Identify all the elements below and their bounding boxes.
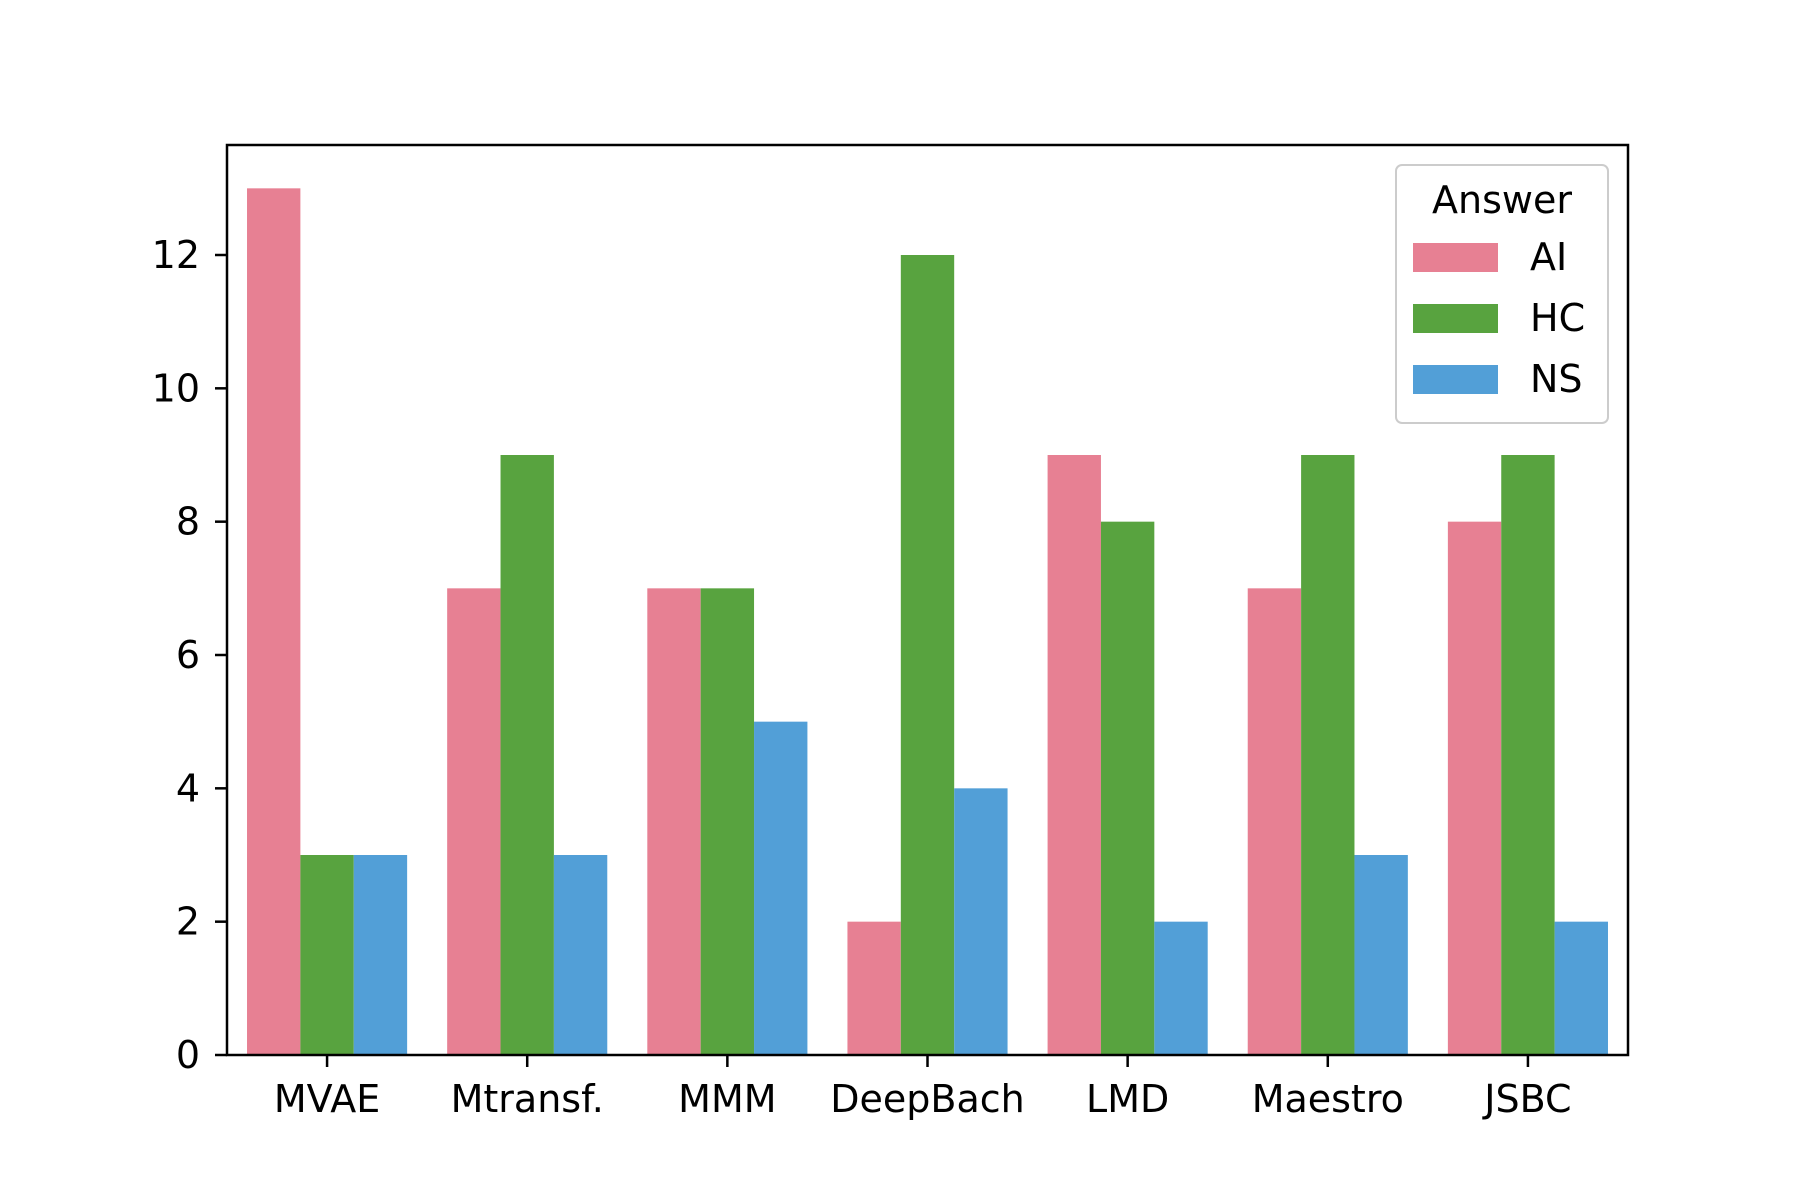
y-tick-label: 4	[176, 766, 200, 810]
y-tick-label: 6	[176, 633, 200, 677]
x-tick-label: Maestro	[1252, 1077, 1404, 1121]
bar-ns-3	[954, 788, 1008, 1055]
legend-label-ai: AI	[1530, 235, 1567, 279]
x-tick-label: MVAE	[274, 1077, 380, 1121]
legend-swatch-ai	[1413, 243, 1498, 272]
legend: Answer AI HC NS	[1395, 164, 1609, 424]
y-axis: 0 2 4 6 8 10 12	[152, 233, 227, 1077]
bar-ai-6	[1447, 521, 1502, 1055]
plot-frame	[225, 143, 1630, 1057]
bar-ai-2	[647, 588, 701, 1055]
bar-ai-0	[247, 188, 301, 1056]
bar-ns-0	[353, 855, 408, 1055]
y-tick-label: 12	[152, 233, 200, 277]
bar-ns-4	[1154, 921, 1208, 1055]
bar-ns-5	[1354, 855, 1408, 1055]
x-tick-label: JSBC	[1482, 1077, 1571, 1121]
legend-label-hc: HC	[1530, 296, 1585, 340]
bar-ai-4	[1047, 455, 1101, 1055]
bar-hc-5	[1301, 455, 1355, 1055]
x-tick-label: MMM	[678, 1077, 776, 1121]
x-tick-label: Mtransf.	[451, 1077, 604, 1121]
y-tick-label: 10	[152, 366, 200, 410]
y-tick-label: 2	[176, 900, 200, 944]
bar-hc-1	[500, 455, 554, 1055]
bar-hc-3	[900, 255, 955, 1055]
y-tick-label: 8	[176, 500, 200, 544]
legend-swatch-hc	[1413, 304, 1498, 333]
bar-ai-3	[847, 921, 901, 1055]
legend-label-ns: NS	[1530, 357, 1583, 401]
bar-ai-5	[1247, 588, 1302, 1055]
bar-hc-0	[300, 855, 354, 1055]
legend-swatch-ns	[1413, 365, 1498, 394]
bar-ns-2	[754, 721, 808, 1055]
y-tick-label: 0	[176, 1033, 200, 1077]
bar-ns-1	[553, 855, 608, 1055]
legend-items: AI HC NS	[1413, 235, 1585, 401]
bar-hc-4	[1100, 521, 1155, 1055]
legend-title: Answer	[1432, 178, 1572, 222]
legend-box	[1395, 164, 1609, 424]
x-tick-label: LMD	[1086, 1077, 1169, 1121]
bars-layer	[247, 188, 1608, 1056]
x-tick-label: DeepBach	[830, 1077, 1024, 1121]
bar-ns-6	[1554, 921, 1608, 1055]
bar-hc-6	[1501, 455, 1555, 1055]
bar-ai-1	[447, 588, 501, 1055]
bar-hc-2	[700, 588, 755, 1055]
x-axis: MVAE Mtransf. MMM DeepBach LMD Maestro JSBC	[274, 1055, 1572, 1121]
